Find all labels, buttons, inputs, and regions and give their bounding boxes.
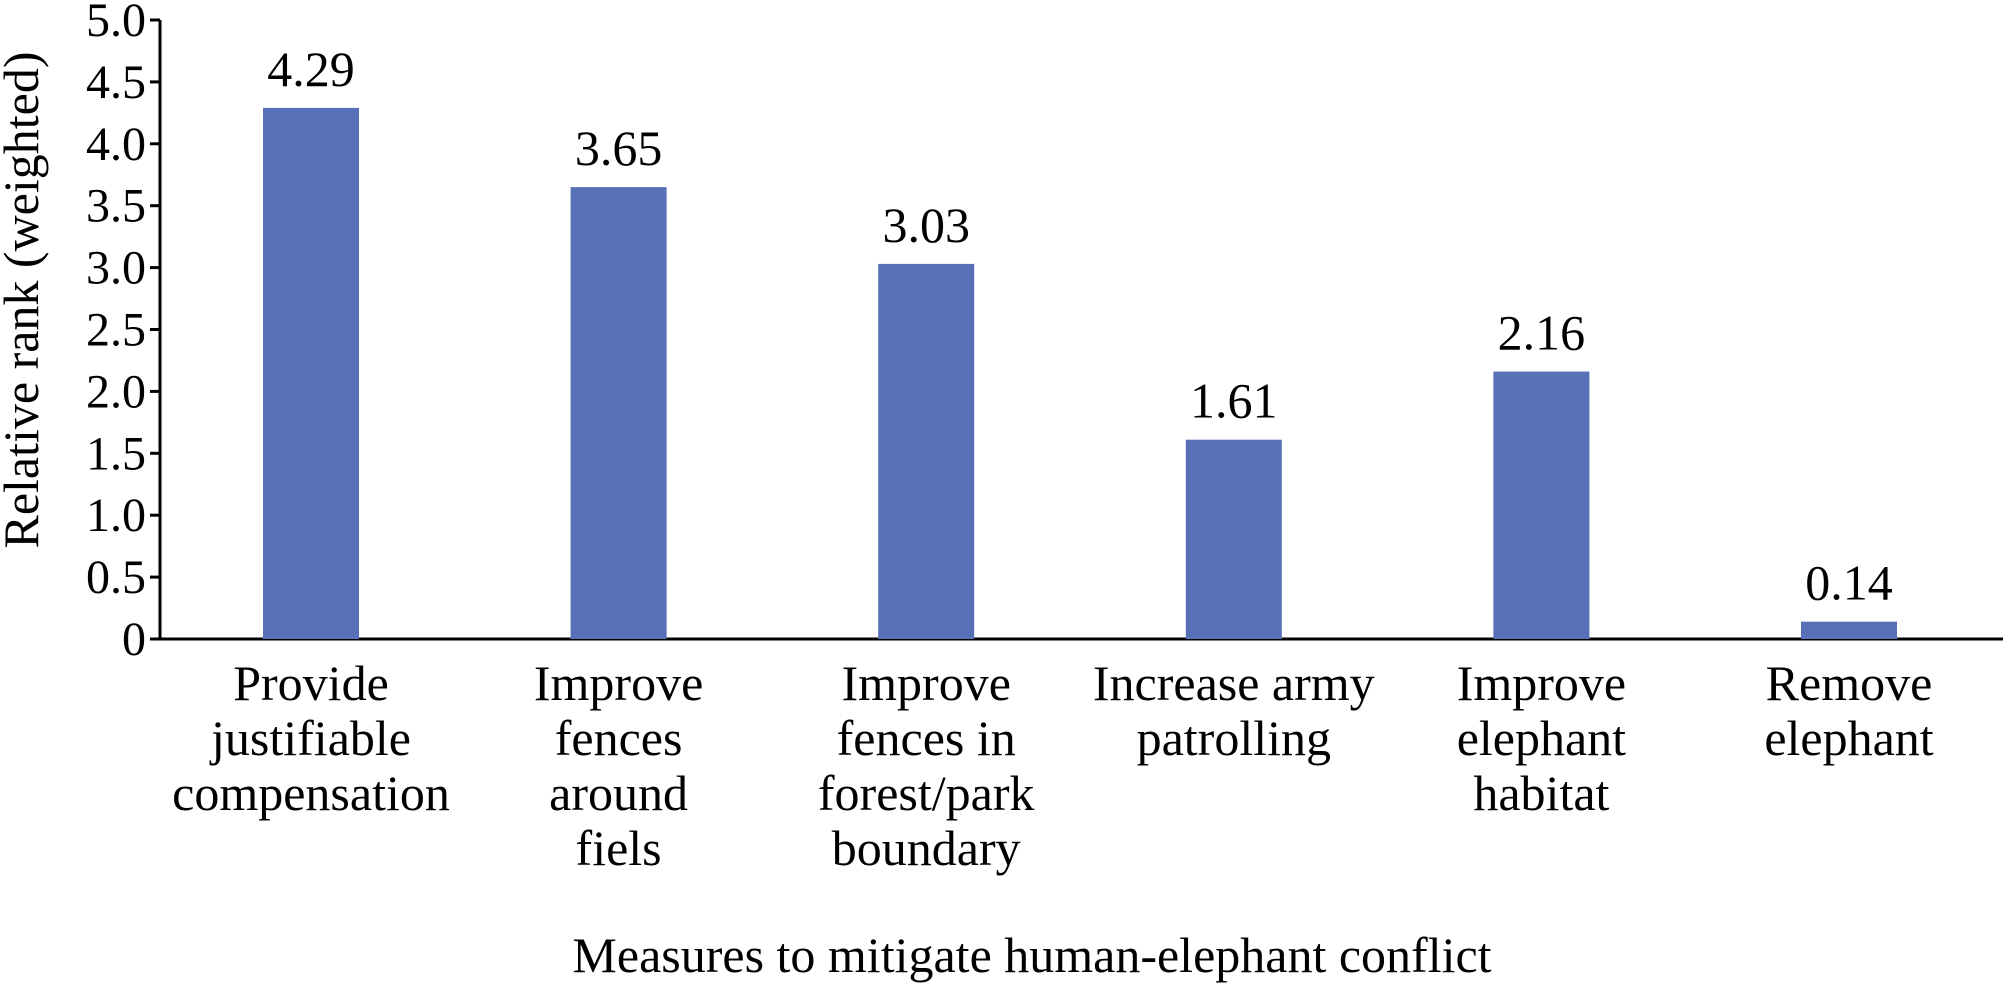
bar [878, 263, 975, 639]
bar-value-label: 3.03 [882, 197, 970, 253]
y-tick-label: 1.0 [86, 489, 146, 542]
category-label: Increase army patrolling [1093, 655, 1375, 766]
bar [263, 107, 359, 639]
category-label-line: elephant [1764, 710, 1933, 766]
bar-value-label: 3.65 [575, 120, 663, 176]
category-label-line: forest/park [818, 765, 1035, 821]
category-label: Improve fences in forest/park boundary [818, 655, 1035, 876]
y-tick-label: 4.0 [86, 118, 146, 171]
y-tick-label: 3.0 [86, 242, 146, 295]
category-label-line: justifiable [209, 710, 411, 766]
category-label: Provide justifiable compensation [172, 655, 450, 821]
category-label-line: fences in [837, 710, 1016, 766]
bar-value-label: 0.14 [1805, 555, 1893, 611]
category-label-line: Provide [233, 655, 389, 711]
x-axis-title: Measures to mitigate human-elephant conf… [572, 927, 1491, 983]
category-label-line: elephant [1457, 710, 1626, 766]
y-tick-label: 2.5 [86, 304, 146, 357]
bar-value-label: 1.61 [1190, 373, 1278, 429]
y-tick-label: 5.0 [86, 0, 146, 47]
category-label-line: Increase army [1093, 655, 1375, 711]
category-label-line: patrolling [1137, 710, 1331, 766]
y-tick-label: 0 [122, 613, 146, 666]
y-tick-label: 2.0 [86, 365, 146, 418]
bar [1185, 439, 1282, 639]
y-tick-label: 0.5 [86, 551, 146, 604]
category-label-line: Improve [534, 655, 703, 711]
category-label-line: Improve [1457, 655, 1626, 711]
data-labels: 4.29 3.65 3.03 1.61 2.16 0.14 [267, 41, 1893, 611]
category-label-line: fences [555, 710, 683, 766]
bar [570, 187, 667, 639]
y-tick-label: 4.5 [86, 56, 146, 109]
category-label-line: around [549, 765, 688, 821]
category-label-line: boundary [832, 820, 1021, 876]
category-label-line: Remove [1766, 655, 1933, 711]
category-label-line: compensation [172, 765, 450, 821]
category-label: Improve fences around fiels [534, 655, 703, 876]
bar-value-label: 4.29 [267, 41, 355, 97]
category-label: Improve elephant habitat [1457, 655, 1626, 821]
y-axis: 0 0.5 1.0 1.5 2.0 2.5 3.0 3.5 4.0 4.5 5.0 [86, 0, 162, 666]
y-tick-label: 1.5 [86, 427, 146, 480]
bar [1801, 621, 1897, 639]
category-label-line: fiels [576, 820, 662, 876]
category-label-line: Improve [842, 655, 1011, 711]
bar [1493, 371, 1590, 639]
y-tick-label: 3.5 [86, 180, 146, 233]
category-label-line: habitat [1473, 765, 1609, 821]
bars [263, 107, 1897, 639]
category-label: Remove elephant [1764, 655, 1933, 766]
y-axis-title: Relative rank (weighted) [0, 51, 49, 548]
bar-value-label: 2.16 [1498, 305, 1586, 361]
